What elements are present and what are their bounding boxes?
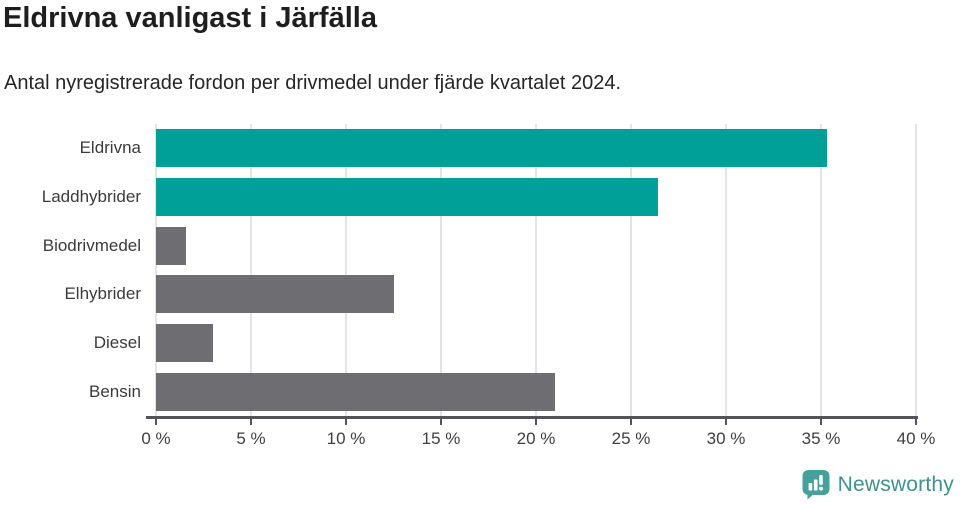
- bar-row: Biodrivmedel: [0, 221, 960, 270]
- gridline: [535, 124, 537, 416]
- bar-track: [156, 372, 916, 411]
- newsworthy-logo: Newsworthy: [801, 469, 954, 500]
- chart-subtitle: Antal nyregistrerade fordon per drivmede…: [4, 72, 622, 94]
- x-axis-tick: [725, 419, 727, 425]
- x-axis-tick-label: 10 %: [326, 429, 366, 448]
- x-axis-line: [146, 416, 918, 419]
- category-label: Eldrivna: [79, 138, 141, 158]
- x-axis-tick: [535, 419, 537, 425]
- bar-bensin: [156, 372, 555, 411]
- x-axis-tick: [820, 419, 822, 425]
- bar-row: Bensin: [0, 367, 960, 416]
- category-label: Laddhybrider: [41, 187, 141, 206]
- x-axis-tick-label: 25 %: [611, 429, 651, 448]
- bar-biodrivmedel: [156, 226, 187, 265]
- x-axis-tick-label: 20 %: [516, 429, 556, 448]
- bar-row: Diesel: [0, 319, 960, 368]
- gridline: [440, 124, 442, 416]
- x-axis-tick: [440, 419, 442, 425]
- category-label: Biodrivmedel: [42, 235, 141, 255]
- chart-title: Eldrivna vanligast i Järfälla: [3, 2, 377, 34]
- gridline: [250, 124, 252, 416]
- bar-laddhybrider: [156, 178, 658, 216]
- x-axis-tick: [630, 419, 632, 425]
- bar-elhybrider: [156, 275, 394, 314]
- x-axis-tick-label: 35 %: [801, 429, 841, 448]
- newsworthy-wordmark: Newsworthy: [837, 472, 954, 496]
- x-axis-tick: [915, 419, 917, 425]
- gridline: [630, 124, 632, 416]
- newsworthy-chart-bubble-icon: [802, 470, 830, 500]
- bar-eldrivna: [156, 129, 827, 168]
- x-axis-tick: [155, 419, 157, 425]
- category-label: Bensin: [89, 381, 141, 401]
- bar-row: Laddhybrider: [0, 173, 960, 222]
- bar-row: Eldrivna: [0, 124, 960, 173]
- bar-row: Elhybrider: [0, 270, 960, 319]
- x-axis-tick: [250, 419, 252, 425]
- bar-track: [156, 324, 916, 363]
- x-axis-tick-label: 0 %: [141, 429, 171, 448]
- x-axis-tick: [345, 419, 347, 425]
- category-label: Elhybrider: [64, 284, 141, 304]
- bar-rows: Eldrivna Laddhybrider Biodrivmedel Elhyb…: [0, 124, 960, 416]
- gridline: [820, 124, 822, 416]
- x-axis: 0 % 5 % 10 % 15 % 20 % 25 % 30 % 35 % 40 %: [141, 416, 935, 458]
- x-axis-tick-label: 15 %: [421, 429, 461, 448]
- bar-track: [156, 275, 916, 314]
- gridline: [915, 124, 917, 416]
- category-label: Diesel: [93, 333, 141, 353]
- x-axis-tick-label: 5 %: [236, 429, 266, 448]
- gridline: [155, 124, 157, 416]
- gridline: [725, 124, 727, 416]
- bar-chart: Eldrivna Laddhybrider Biodrivmedel Elhyb…: [0, 124, 960, 416]
- bar-track: [156, 129, 916, 168]
- gridline: [345, 124, 347, 416]
- x-axis-tick-label: 30 %: [706, 429, 746, 448]
- bar-diesel: [156, 324, 213, 363]
- x-axis-tick-label: 40 %: [896, 429, 936, 448]
- bar-track: [156, 226, 916, 265]
- bar-track: [156, 178, 916, 216]
- gridlines: [155, 124, 917, 416]
